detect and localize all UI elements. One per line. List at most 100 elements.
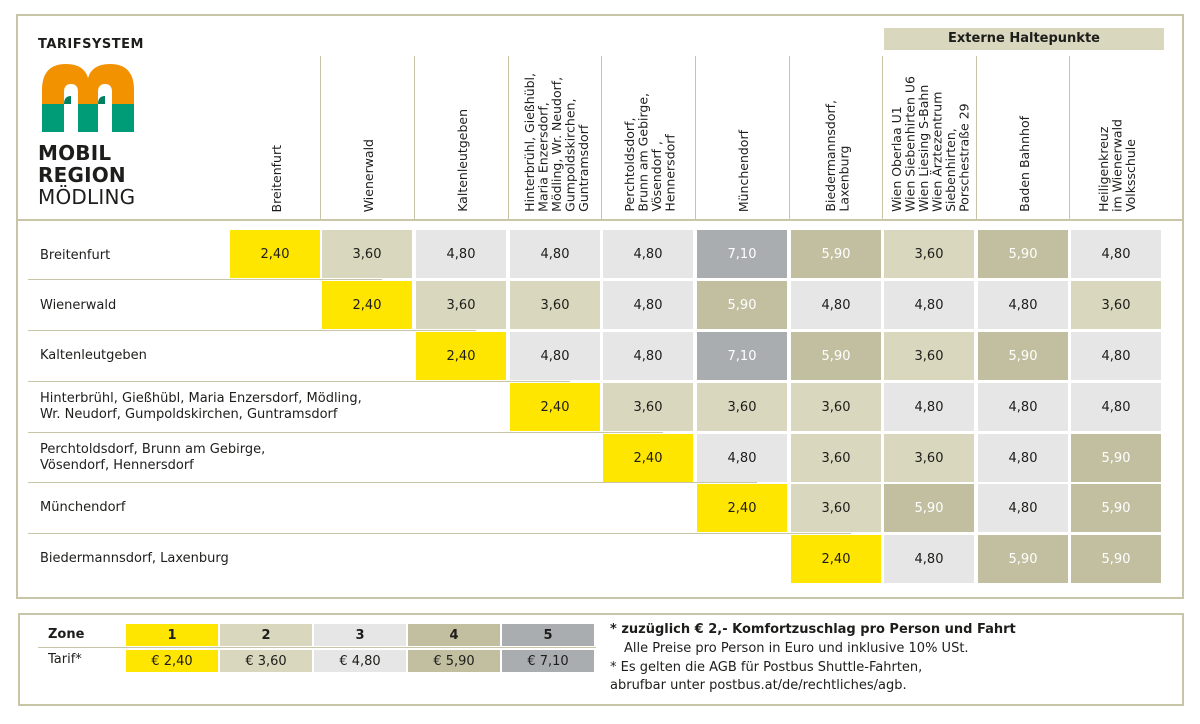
row-label: Biedermannsdorf, Laxenburg [40,551,229,566]
column-header-text: Wienerwald [360,138,376,212]
fare-cell: 3,60 [697,383,787,431]
fare-cell: 4,80 [978,434,1068,482]
fare-cell: 3,60 [791,484,881,532]
row-label: Wienerwald [40,298,117,313]
legend-frame [18,613,1184,706]
fare-cell: 5,90 [884,484,974,532]
fare-cell: 3,60 [1071,281,1161,329]
fare-cell: 3,60 [322,230,412,278]
row-divider [28,432,663,433]
column-header: Kaltenleutgeben [416,56,509,212]
tariff-table-frame [16,14,1184,599]
legend-zone-cell: 2 [220,624,312,646]
legend-zone-cell: 4 [408,624,500,646]
row-divider [28,279,382,280]
row-label: Breitenfurt [40,248,111,263]
fare-cell: 5,90 [978,332,1068,380]
column-header: Hinterbrühl, Gießhübl, Maria Enzersdorf,… [510,56,603,212]
external-stops-header: Externe Haltepunkte [884,28,1164,50]
fare-cell: 4,80 [603,230,693,278]
mobil-region-logo-icon [42,64,134,132]
fare-cell: 2,40 [510,383,600,431]
row-label: Hinterbrühl, Gießhübl, Maria Enzersdorf,… [40,391,362,422]
column-separator [976,56,977,219]
fare-cell: 4,80 [978,383,1068,431]
column-separator [695,56,696,219]
fare-cell: 5,90 [791,230,881,278]
column-header: Wien Oberlaa U1 Wien Siebenhirten U6 Wie… [884,56,977,212]
fare-cell: 3,60 [791,434,881,482]
fare-cell: 2,40 [697,484,787,532]
column-header-text: Wien Oberlaa U1 Wien Siebenhirten U6 Wie… [889,76,972,212]
fare-cell: 2,40 [322,281,412,329]
legend-zone-cell: 3 [314,624,406,646]
column-separator [1069,56,1070,219]
fare-cell: 4,80 [791,281,881,329]
logo-arch-orange [42,64,134,120]
column-header-text: Münchendorf [735,129,751,212]
fare-cell: 4,80 [1071,230,1161,278]
logo-line-3: MÖDLING [38,185,136,209]
legend-price-cell: € 4,80 [314,650,406,672]
fare-cell: 5,90 [1071,535,1161,583]
fare-cell: 4,80 [1071,383,1161,431]
column-header: Baden Bahnhof [978,56,1071,212]
fare-cell: 3,60 [603,383,693,431]
fare-cell: 4,80 [978,484,1068,532]
fare-cell: 4,80 [1071,332,1161,380]
fare-cell: 3,60 [416,281,506,329]
column-header-text: Kaltenleutgeben [454,109,470,212]
column-header-text: Breitenfurt [268,144,284,212]
row-divider [28,330,476,331]
column-separator [789,56,790,219]
column-header-text: Biedermannsdorf, Laxenburg [823,100,852,212]
fare-cell: 3,60 [884,332,974,380]
column-header: Münchendorf [697,56,790,212]
fare-cell: 3,60 [791,383,881,431]
row-divider [28,482,757,483]
fare-cell: 4,80 [603,281,693,329]
fare-cell: 4,80 [510,332,600,380]
fare-cell: 2,40 [416,332,506,380]
column-separator [508,56,509,219]
note-prices-info: Alle Preise pro Person in Euro und inklu… [624,641,969,656]
fare-cell: 4,80 [416,230,506,278]
fare-cell: 4,80 [884,535,974,583]
fare-cell: 4,80 [884,281,974,329]
fare-cell: 5,90 [791,332,881,380]
column-separator [882,56,883,219]
note-surcharge: * zuzüglich € 2,- Komfortzuschlag pro Pe… [610,622,1016,637]
header-separator [18,219,1182,221]
row-divider [28,533,851,534]
fare-cell: 5,90 [1071,484,1161,532]
legend-divider [38,647,596,648]
column-header-text: Baden Bahnhof [1016,116,1032,212]
legend-price-cell: € 5,90 [408,650,500,672]
column-separator [601,56,602,219]
legend-price-cell: € 7,10 [502,650,594,672]
fare-cell: 5,90 [697,281,787,329]
fare-cell: 4,80 [978,281,1068,329]
column-header-text: Heiligenkreuz im Wienerwald Volksschule [1096,119,1139,212]
fare-cell: 2,40 [791,535,881,583]
column-header: Biedermannsdorf, Laxenburg [791,56,884,212]
column-header: Wienerwald [322,56,415,212]
logo-text: MOBIL REGION MÖDLING [38,142,135,208]
column-header: Perchtoldsdorf, Brunn am Gebirge, Vösend… [603,56,696,212]
logo-line-1: MOBIL [38,141,112,165]
row-label: Perchtoldsdorf, Brunn am Gebirge, Vösend… [40,442,266,473]
legend-price-cell: € 3,60 [220,650,312,672]
fare-cell: 7,10 [697,230,787,278]
note-agb: * Es gelten die AGB für Postbus Shuttle-… [610,660,923,693]
legend-zone-cell: 1 [126,624,218,646]
column-separator [320,56,321,219]
logo-legs-teal [42,104,134,132]
row-label: Kaltenleutgeben [40,348,147,363]
logo-fold-teal [64,96,105,104]
legend-zone-cell: 5 [502,624,594,646]
column-header: Heiligenkreuz im Wienerwald Volksschule [1071,56,1164,212]
row-label: Münchendorf [40,500,126,515]
fare-cell: 3,60 [510,281,600,329]
legend-tarif-label: Tarif* [48,652,82,667]
logo-line-2: REGION [38,163,126,187]
